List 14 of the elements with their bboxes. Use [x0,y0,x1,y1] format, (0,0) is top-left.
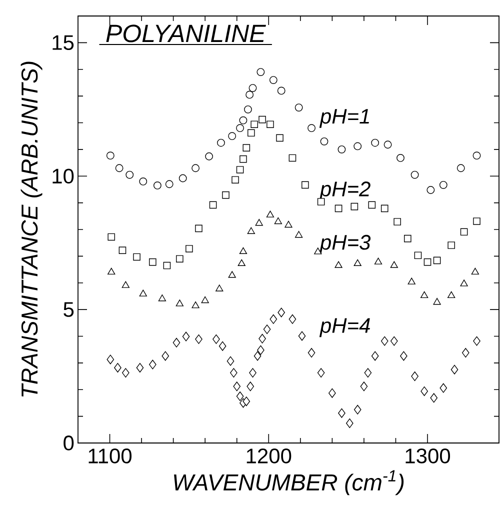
y-axis-title: TRANSMITTANCE (ARB.UNITS) [20,62,42,397]
series-label: pH=4 [319,318,370,338]
x-tick-label: 1200 [246,448,292,464]
y-tick-label: 0 [64,436,74,450]
series-label: pH=1 [319,109,369,128]
y-tick-label: 10 [52,168,74,184]
x-tick-label: 1300 [406,448,450,464]
series-label: pH=3 [319,234,371,254]
y-tick-label: 5 [64,302,74,317]
series-label: pH=2 [319,182,370,201]
y-tick-label: 15 [52,35,74,50]
chart-title: POLYANILINE [106,24,266,42]
x-tick-label: 1100 [88,448,132,464]
x-axis-title: WAVENUMBER (cm$^{-1}$) [174,470,404,496]
